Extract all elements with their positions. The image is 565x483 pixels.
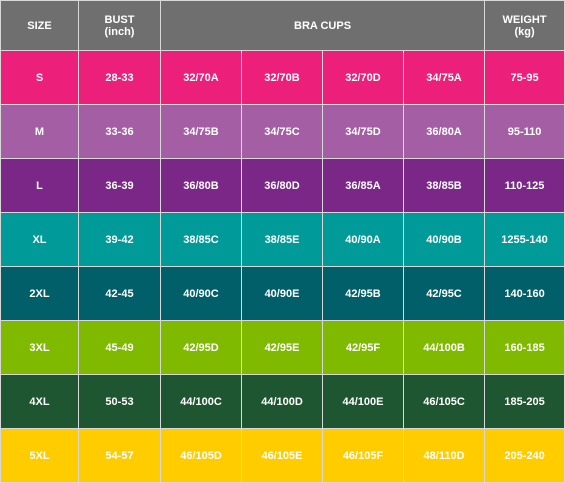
size-row: S 28-33 32/70A 32/70B 32/70D 34/75A 75-95: [0, 50, 565, 105]
size-cell: 4XL: [0, 374, 79, 429]
size-cell: XL: [0, 212, 79, 267]
cup-cell: 42/95C: [402, 266, 486, 321]
header-row: SIZE BUST (inch) BRA CUPS WEIGHT (kg): [0, 0, 565, 51]
cup-cell: 34/75A: [402, 50, 486, 105]
size-row: L 36-39 36/80B 36/80D 36/85A 38/85B 110-125: [0, 158, 565, 213]
header-weight-label: WEIGHT: [502, 13, 547, 26]
cup-cell: 48/110D: [402, 428, 486, 483]
cup-cell: 38/85B: [402, 158, 486, 213]
weight-cell: 140-160: [484, 266, 565, 321]
size-row: 2XL 42-45 40/90C 40/90E 42/95B 42/95C 140-160: [0, 266, 565, 321]
header-bra-cups: BRA CUPS: [159, 0, 486, 51]
cup-cell: 44/100B: [402, 320, 486, 375]
size-row: 3XL 45-49 42/95D 42/95E 42/95F 44/100B 160-185: [0, 320, 565, 375]
header-bust-label: BUST: [104, 13, 135, 26]
bust-cell: 39-42: [78, 212, 161, 267]
bust-cell: 45-49: [78, 320, 161, 375]
cup-cell: 32/70B: [241, 50, 323, 105]
cup-cell: 40/90E: [241, 266, 323, 321]
cup-cell: 46/105D: [160, 428, 242, 483]
cup-cell: 46/105E: [241, 428, 323, 483]
header-weight-unit: (kg): [514, 25, 535, 38]
bust-cell: 36-39: [78, 158, 161, 213]
header-weight: WEIGHT (kg): [484, 0, 565, 51]
cup-cell: 34/75D: [322, 104, 404, 159]
weight-cell: 205-240: [484, 428, 565, 483]
size-rows: S 28-33 32/70A 32/70B 32/70D 34/75A 75-95 M 33-3…: [0, 50, 565, 483]
cup-cell: 46/105F: [322, 428, 404, 483]
bust-cell: 50-53: [78, 374, 161, 429]
size-cell: S: [0, 50, 79, 105]
weight-cell: 110-125: [484, 158, 565, 213]
size-cell: L: [0, 158, 79, 213]
cup-cell: 40/90B: [402, 212, 486, 267]
cup-cell: 36/80D: [241, 158, 323, 213]
cup-cell: 42/95D: [160, 320, 242, 375]
size-row: 4XL 50-53 44/100C 44/100D 44/100E 46/105C 185-…: [0, 374, 565, 429]
size-cell: M: [0, 104, 79, 159]
cup-cell: 36/80A: [402, 104, 486, 159]
header-size: SIZE: [0, 0, 79, 51]
weight-cell: 185-205: [484, 374, 565, 429]
bust-cell: 33-36: [78, 104, 161, 159]
bust-cell: 54-57: [78, 428, 161, 483]
cup-cell: 42/95F: [322, 320, 404, 375]
bust-cell: 28-33: [78, 50, 161, 105]
cup-cell: 44/100D: [241, 374, 323, 429]
bust-cell: 42-45: [78, 266, 161, 321]
size-cell: 3XL: [0, 320, 79, 375]
cup-cell: 40/90A: [322, 212, 404, 267]
cup-cell: 44/100C: [160, 374, 242, 429]
cup-cell: 42/95B: [322, 266, 404, 321]
cup-cell: 46/105C: [402, 374, 486, 429]
cup-cell: 44/100E: [322, 374, 404, 429]
size-row: M 33-36 34/75B 34/75C 34/75D 36/80A 95-110: [0, 104, 565, 159]
cup-cell: 34/75C: [241, 104, 323, 159]
size-row: 5XL 54-57 46/105D 46/105E 46/105F 48/110D 205-…: [0, 428, 565, 483]
weight-cell: 75-95: [484, 50, 565, 105]
header-bust: BUST (inch): [78, 0, 161, 51]
cup-cell: 36/85A: [322, 158, 404, 213]
cup-cell: 38/85E: [241, 212, 323, 267]
weight-cell: 1255-140: [484, 212, 565, 267]
cup-cell: 36/80B: [160, 158, 242, 213]
cup-cell: 42/95E: [241, 320, 323, 375]
size-cell: 2XL: [0, 266, 79, 321]
header-bust-unit: (inch): [104, 25, 135, 38]
cup-cell: 32/70D: [322, 50, 404, 105]
weight-cell: 160-185: [484, 320, 565, 375]
cup-cell: 40/90C: [160, 266, 242, 321]
weight-cell: 95-110: [484, 104, 565, 159]
cup-cell: 38/85C: [160, 212, 242, 267]
cup-cell: 32/70A: [160, 50, 242, 105]
size-row: XL 39-42 38/85C 38/85E 40/90A 40/90B 1255-140: [0, 212, 565, 267]
size-cell: 5XL: [0, 428, 79, 483]
cup-cell: 34/75B: [160, 104, 242, 159]
